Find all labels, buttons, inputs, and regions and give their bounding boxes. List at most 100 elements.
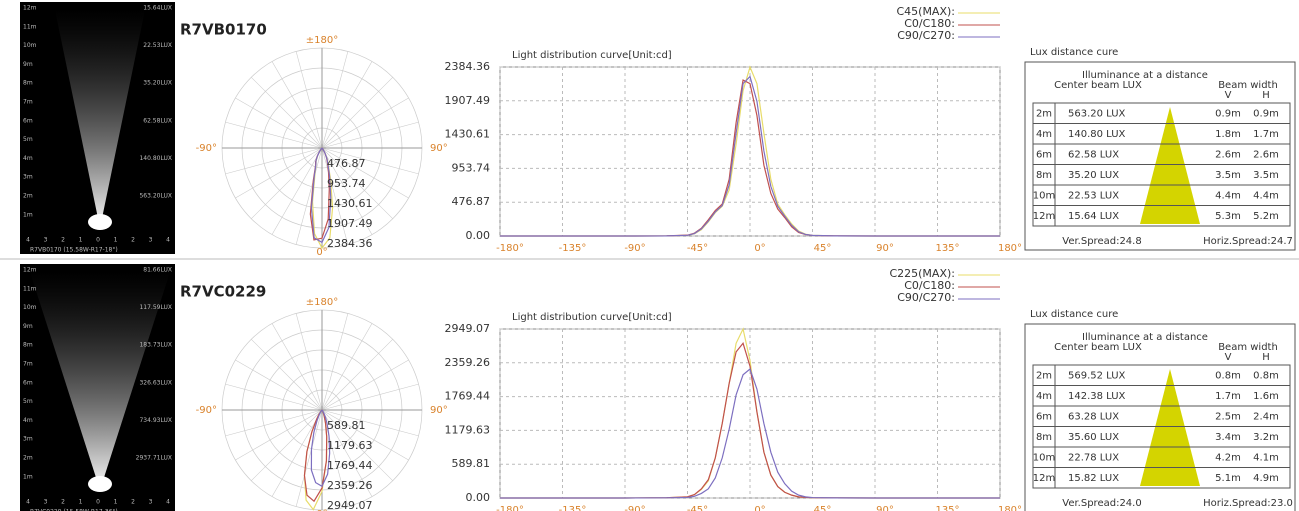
polar-radial-label: 1907.49: [327, 217, 373, 230]
polar-spoke: [235, 359, 323, 411]
distance-label: 8m: [23, 80, 33, 87]
polar-spoke: [321, 97, 409, 149]
lux-cell: 8m: [1036, 170, 1052, 181]
polar-label: 90°: [430, 405, 448, 416]
lux-title: Lux distance cure: [1030, 47, 1118, 58]
lux-cell: 35.20 LUX: [1068, 170, 1119, 181]
beam-x-label: 4: [166, 237, 170, 244]
y-tick-label: 953.74: [452, 161, 491, 174]
lux-cell: 140.80 LUX: [1068, 129, 1126, 140]
lux-cell: 569.52 LUX: [1068, 370, 1126, 381]
polar-spoke: [251, 339, 323, 411]
lux-label: 140.80LUX: [139, 155, 172, 162]
lux-cell: 4m: [1036, 129, 1052, 140]
x-tick-label: -90°: [624, 505, 645, 511]
lux-cell: 1.7m: [1215, 391, 1241, 402]
beam-x-label: 3: [44, 237, 48, 244]
distance-label: 10m: [23, 42, 37, 49]
beam-hotspot: [88, 214, 112, 230]
distance-label: 7m: [23, 99, 33, 106]
polar-label: ±180°: [306, 297, 338, 308]
chart-title: Light distribution curve[Unit:cd]: [512, 50, 672, 61]
lux-beam-triangle: [1140, 369, 1200, 486]
hor-spread: Horiz.Spread:24.7: [1203, 236, 1293, 247]
x-tick-label: 135°: [935, 243, 959, 254]
beam-x-label: 2: [61, 499, 65, 506]
beam-x-label: 1: [79, 499, 83, 506]
polar-spoke: [321, 147, 409, 199]
lux-h-label: H: [1262, 90, 1270, 101]
lux-cell: 15.64 LUX: [1068, 211, 1119, 222]
distribution-curve: [500, 75, 1000, 237]
polar-spoke: [235, 409, 323, 461]
x-tick-label: -180°: [496, 243, 524, 254]
y-tick-label: 2949.07: [445, 322, 491, 335]
polar-label: 0°: [316, 509, 327, 511]
polar-spoke: [271, 409, 323, 497]
x-tick-label: 180°: [998, 243, 1022, 254]
polar-spoke: [251, 147, 323, 219]
x-tick-label: -135°: [559, 505, 587, 511]
lux-cell: 4.4m: [1253, 190, 1279, 201]
distance-label: 9m: [23, 61, 33, 68]
lux-h-label: H: [1262, 352, 1270, 363]
legend-label: C90/C270:: [897, 291, 955, 304]
distance-label: 6m: [23, 117, 33, 124]
distance-label: 1m: [23, 211, 33, 218]
x-tick-label: -90°: [624, 243, 645, 254]
polar-label: ±180°: [306, 35, 338, 46]
distance-label: 6m: [23, 379, 33, 386]
legend-label: C0/C180:: [904, 279, 955, 292]
polar-spoke: [225, 147, 323, 175]
lux-label: 22.53LUX: [143, 42, 172, 49]
polar-spoke: [321, 121, 419, 149]
legend-label: C45(MAX):: [896, 5, 955, 18]
beam-x-label: 2: [131, 499, 135, 506]
lux-box: [1024, 61, 1296, 251]
x-tick-label: 90°: [876, 243, 894, 254]
distance-label: 12m: [23, 267, 37, 274]
beam-x-label: 4: [26, 499, 30, 506]
distance-label: 7m: [23, 361, 33, 368]
lux-cell: 15.82 LUX: [1068, 473, 1119, 484]
lux-cell: 35.60 LUX: [1068, 432, 1119, 443]
beam-cone: [55, 10, 145, 228]
product-code: R7VC0229: [180, 283, 266, 301]
polar-spoke: [225, 383, 323, 411]
distance-label: 4m: [23, 155, 33, 162]
beam-x-label: 2: [131, 237, 135, 244]
polar-radial-label: 1179.63: [327, 439, 373, 452]
lux-label: 35.20LUX: [143, 80, 172, 87]
lux-cell: 5.1m: [1215, 473, 1241, 484]
distance-label: 9m: [23, 323, 33, 330]
legend-label: C90/C270:: [897, 29, 955, 42]
lux-cell: 62.58 LUX: [1068, 149, 1119, 160]
lux-cell: 4.1m: [1253, 452, 1279, 463]
polar-spoke: [321, 147, 349, 245]
polar-spoke: [321, 77, 393, 149]
lux-cell: 563.20 LUX: [1068, 108, 1126, 119]
polar-spoke: [295, 409, 323, 507]
y-tick-label: 2359.26: [445, 356, 491, 369]
distance-label: 5m: [23, 136, 33, 143]
polar-label: -90°: [196, 405, 217, 416]
beam-x-label: 2: [61, 237, 65, 244]
polar-spoke: [321, 147, 373, 235]
lux-cell: 2m: [1036, 370, 1052, 381]
x-tick-label: 135°: [935, 505, 959, 511]
lux-v-label: V: [1225, 352, 1232, 363]
distance-label: 10m: [23, 304, 37, 311]
product-code: R7VB0170: [180, 21, 267, 39]
lux-cell: 12m: [1033, 473, 1055, 484]
y-tick-label: 1769.44: [445, 390, 491, 403]
legend-label: C0/C180:: [904, 17, 955, 30]
lux-box: [1024, 323, 1296, 511]
polar-spoke: [251, 77, 323, 149]
lux-label: 563.20LUX: [139, 193, 172, 200]
distance-label: 3m: [23, 436, 33, 443]
lux-label: 117.59LUX: [139, 304, 172, 311]
polar-spoke: [321, 409, 419, 437]
y-tick-label: 1430.61: [445, 128, 491, 141]
beam-caption: R7VB0170 (15.58W-R17-18°): [30, 247, 118, 254]
